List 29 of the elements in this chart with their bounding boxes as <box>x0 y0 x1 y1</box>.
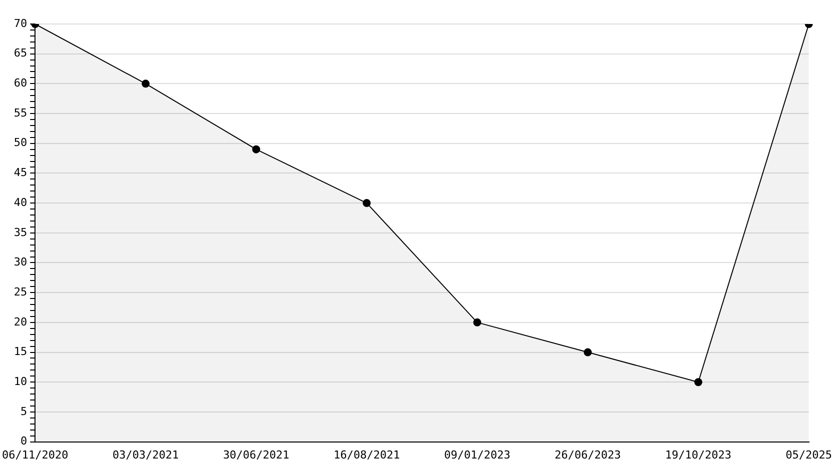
x-tick-label: 05/2025 <box>786 448 832 462</box>
x-tick-label: 19/10/2023 <box>665 448 732 462</box>
y-tick-label: 25 <box>14 285 28 298</box>
x-tick-label: 26/06/2023 <box>554 448 621 462</box>
x-tick-label: 30/06/2021 <box>223 448 290 462</box>
y-tick-label: 10 <box>14 374 28 388</box>
y-tick-label: 70 <box>14 16 28 30</box>
point <box>584 348 592 356</box>
point <box>362 199 371 208</box>
point <box>473 318 482 326</box>
y-tick-label: 60 <box>14 76 28 90</box>
y-tick-label: 65 <box>14 46 28 60</box>
x-tick-label: 03/03/2021 <box>112 448 179 462</box>
y-tick-label: 55 <box>14 106 28 120</box>
y-tick-label: 35 <box>14 226 28 239</box>
x-tick-label: 16/08/2021 <box>334 448 400 462</box>
y-tick-label: 30 <box>14 256 28 269</box>
y-tick-label: 5 <box>20 404 28 418</box>
y-tick-label: 0 <box>20 434 28 448</box>
x-tick-label: 06/11/2020 <box>2 448 68 462</box>
point <box>694 378 702 386</box>
y-tick-label: 15 <box>14 345 28 358</box>
point <box>252 145 260 154</box>
y-tick-label: 20 <box>14 315 28 328</box>
point <box>142 80 150 88</box>
x-tick-label: 09/01/2023 <box>444 448 510 462</box>
y-tick-label: 50 <box>14 136 28 150</box>
y-tick-label: 45 <box>14 166 28 180</box>
y-tick-label: 40 <box>14 196 28 209</box>
